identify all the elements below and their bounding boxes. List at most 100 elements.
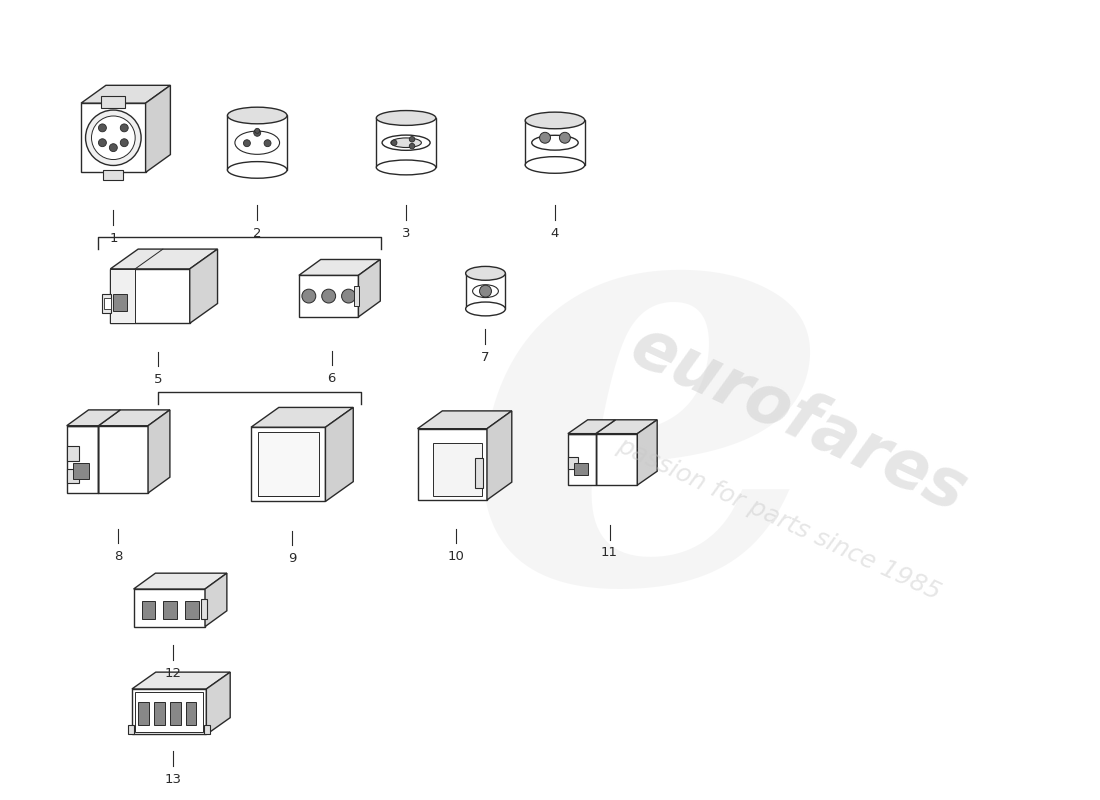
Polygon shape xyxy=(487,411,512,500)
Polygon shape xyxy=(67,410,120,426)
Bar xyxy=(164,601,177,618)
Bar xyxy=(142,601,155,618)
Ellipse shape xyxy=(525,112,585,129)
Bar xyxy=(475,458,483,488)
Polygon shape xyxy=(251,407,353,427)
Text: 1: 1 xyxy=(109,232,118,245)
Polygon shape xyxy=(81,103,145,172)
Polygon shape xyxy=(299,275,359,317)
Text: 7: 7 xyxy=(481,350,490,363)
Polygon shape xyxy=(207,672,230,734)
Polygon shape xyxy=(359,259,381,317)
Text: 8: 8 xyxy=(114,550,122,563)
Polygon shape xyxy=(418,429,487,500)
Bar xyxy=(228,115,287,170)
Polygon shape xyxy=(189,249,218,323)
Bar xyxy=(154,702,165,725)
Ellipse shape xyxy=(531,135,579,150)
Text: 13: 13 xyxy=(164,773,182,786)
Text: 4: 4 xyxy=(551,227,559,240)
Bar xyxy=(128,725,134,734)
Bar xyxy=(568,458,578,470)
Polygon shape xyxy=(81,86,170,103)
Polygon shape xyxy=(148,410,169,493)
Polygon shape xyxy=(110,249,218,269)
Polygon shape xyxy=(637,420,657,485)
Ellipse shape xyxy=(228,107,287,124)
Bar xyxy=(354,286,360,306)
Bar xyxy=(258,432,319,497)
Ellipse shape xyxy=(228,162,287,178)
Bar xyxy=(433,442,482,496)
Ellipse shape xyxy=(235,131,279,154)
Bar xyxy=(465,274,505,309)
Polygon shape xyxy=(133,573,227,589)
Bar xyxy=(186,702,197,725)
Bar xyxy=(113,294,128,311)
Text: 9: 9 xyxy=(288,552,296,566)
Circle shape xyxy=(109,144,118,152)
Text: 3: 3 xyxy=(402,227,410,240)
Bar xyxy=(73,463,88,479)
Polygon shape xyxy=(568,420,616,434)
Circle shape xyxy=(86,110,141,166)
Circle shape xyxy=(254,130,261,136)
Ellipse shape xyxy=(376,110,436,126)
Bar xyxy=(67,470,78,483)
Ellipse shape xyxy=(465,302,505,316)
Polygon shape xyxy=(110,269,189,323)
Polygon shape xyxy=(145,86,170,172)
Text: e: e xyxy=(464,138,835,702)
Circle shape xyxy=(409,137,415,142)
Circle shape xyxy=(98,124,107,132)
Bar xyxy=(525,121,585,165)
Circle shape xyxy=(409,143,415,149)
Circle shape xyxy=(264,140,271,146)
Circle shape xyxy=(480,286,492,297)
Polygon shape xyxy=(67,426,98,493)
Text: passion for parts since 1985: passion for parts since 1985 xyxy=(613,433,944,605)
Bar xyxy=(376,118,436,167)
Circle shape xyxy=(342,289,355,303)
Bar xyxy=(104,298,111,310)
Circle shape xyxy=(321,289,336,303)
Text: 2: 2 xyxy=(253,227,262,240)
Polygon shape xyxy=(98,410,169,426)
Text: 5: 5 xyxy=(154,374,162,386)
Ellipse shape xyxy=(525,157,585,174)
Bar xyxy=(201,599,207,618)
Text: 6: 6 xyxy=(328,372,336,386)
Circle shape xyxy=(120,138,129,146)
Bar xyxy=(101,96,125,108)
Polygon shape xyxy=(568,434,596,485)
Polygon shape xyxy=(299,259,381,275)
Bar xyxy=(169,702,180,725)
Bar xyxy=(135,692,204,731)
Ellipse shape xyxy=(465,266,505,280)
Circle shape xyxy=(392,140,397,146)
Text: eurofares: eurofares xyxy=(619,313,977,526)
Polygon shape xyxy=(418,411,512,429)
Circle shape xyxy=(120,124,129,132)
Polygon shape xyxy=(132,689,207,734)
Text: 12: 12 xyxy=(164,667,182,680)
Polygon shape xyxy=(205,573,227,626)
Text: 11: 11 xyxy=(601,546,618,559)
Bar xyxy=(185,601,199,618)
Polygon shape xyxy=(596,434,637,485)
Bar xyxy=(110,269,135,323)
Circle shape xyxy=(98,138,107,146)
Text: 10: 10 xyxy=(448,550,464,563)
Ellipse shape xyxy=(390,138,421,147)
Polygon shape xyxy=(98,426,148,493)
Circle shape xyxy=(560,132,570,143)
Polygon shape xyxy=(596,420,657,434)
Polygon shape xyxy=(251,427,326,502)
Ellipse shape xyxy=(382,135,430,150)
Circle shape xyxy=(540,132,550,143)
Ellipse shape xyxy=(473,285,498,298)
Bar xyxy=(574,463,587,475)
Circle shape xyxy=(301,289,316,303)
Circle shape xyxy=(243,140,251,146)
Bar xyxy=(138,702,148,725)
